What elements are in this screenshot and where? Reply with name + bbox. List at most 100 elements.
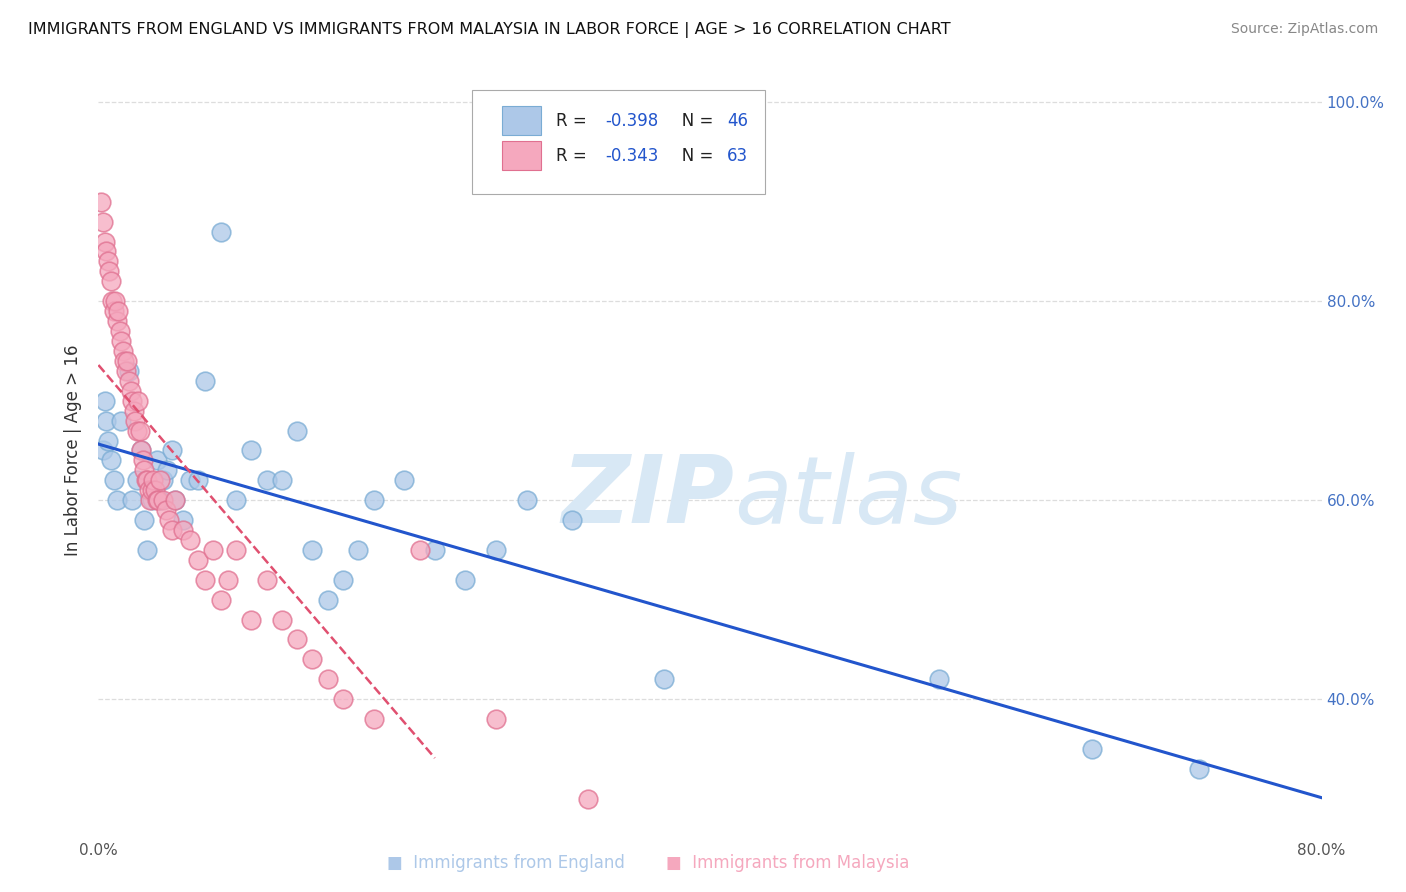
Point <box>134 513 156 527</box>
Point <box>110 414 132 428</box>
Text: 63: 63 <box>727 146 748 164</box>
Text: -0.398: -0.398 <box>605 112 658 129</box>
Point <box>90 194 112 209</box>
Text: ZIP: ZIP <box>561 451 734 543</box>
Point <box>163 493 186 508</box>
Point <box>301 652 323 666</box>
Point <box>194 374 217 388</box>
Text: R =: R = <box>555 112 592 129</box>
Point <box>194 573 217 587</box>
Point <box>135 473 157 487</box>
Point <box>143 483 166 498</box>
Point <box>110 334 132 348</box>
Point <box>179 533 201 547</box>
Point <box>121 393 143 408</box>
Text: 46: 46 <box>727 112 748 129</box>
Point <box>91 214 114 228</box>
Point <box>125 473 148 487</box>
Bar <box>502 106 541 136</box>
Point <box>105 314 128 328</box>
Point <box>136 543 159 558</box>
Text: N =: N = <box>666 146 718 164</box>
Point <box>187 553 209 567</box>
Point <box>104 294 127 309</box>
Point <box>454 573 477 587</box>
Text: -0.343: -0.343 <box>605 146 658 164</box>
Point <box>392 473 416 487</box>
Point <box>576 791 599 805</box>
Point <box>93 393 115 408</box>
Point <box>187 473 209 487</box>
Point <box>101 294 124 309</box>
Point <box>240 613 263 627</box>
Point <box>121 493 143 508</box>
Point <box>118 374 141 388</box>
Point <box>209 225 232 239</box>
Point <box>202 543 225 558</box>
Point <box>363 493 385 508</box>
Point <box>111 343 134 358</box>
Point <box>363 712 385 726</box>
Point <box>217 573 239 587</box>
Point <box>652 673 675 687</box>
Point <box>125 424 148 438</box>
Point <box>97 434 120 448</box>
Point <box>120 384 142 398</box>
Text: Source: ZipAtlas.com: Source: ZipAtlas.com <box>1230 22 1378 37</box>
Point <box>516 493 538 508</box>
Point <box>145 493 167 508</box>
Point <box>105 493 128 508</box>
Point <box>225 493 247 508</box>
Point <box>129 443 152 458</box>
Point <box>160 443 183 458</box>
Point <box>93 235 115 249</box>
Point <box>172 523 194 537</box>
FancyBboxPatch shape <box>471 89 765 194</box>
Text: IMMIGRANTS FROM ENGLAND VS IMMIGRANTS FROM MALAYSIA IN LABOR FORCE | AGE > 16 CO: IMMIGRANTS FROM ENGLAND VS IMMIGRANTS FR… <box>28 22 950 38</box>
Point <box>152 473 174 487</box>
Point <box>139 493 162 508</box>
Point <box>179 473 201 487</box>
Point <box>347 543 370 558</box>
Point <box>94 244 117 259</box>
Point <box>152 493 174 508</box>
Point <box>240 443 263 458</box>
Point <box>485 712 508 726</box>
Point <box>316 592 339 607</box>
Point <box>928 673 950 687</box>
Point <box>115 364 138 378</box>
Point <box>146 493 169 508</box>
Point <box>157 513 180 527</box>
Point <box>107 304 129 318</box>
Point <box>285 424 308 438</box>
Point <box>141 483 163 498</box>
Point <box>149 493 172 508</box>
Point <box>103 473 125 487</box>
Point <box>270 473 292 487</box>
Point <box>117 354 139 368</box>
Point <box>301 543 323 558</box>
Point <box>225 543 247 558</box>
Point <box>561 513 583 527</box>
Point <box>270 613 292 627</box>
Point <box>256 573 278 587</box>
Point <box>112 354 135 368</box>
Text: R =: R = <box>555 146 592 164</box>
Point <box>155 503 177 517</box>
Point <box>103 304 125 318</box>
Point <box>132 453 155 467</box>
Point <box>160 523 183 537</box>
Bar <box>502 141 541 170</box>
Text: ■  Immigrants from Malaysia: ■ Immigrants from Malaysia <box>665 855 910 872</box>
Point <box>138 483 160 498</box>
Point <box>127 393 149 408</box>
Point <box>128 424 150 438</box>
Point <box>1081 742 1104 756</box>
Point <box>316 673 339 687</box>
Point <box>145 453 167 467</box>
Point <box>141 493 163 508</box>
Point <box>91 443 114 458</box>
Text: ■  Immigrants from England: ■ Immigrants from England <box>387 855 626 872</box>
Point <box>423 543 446 558</box>
Point <box>485 543 508 558</box>
